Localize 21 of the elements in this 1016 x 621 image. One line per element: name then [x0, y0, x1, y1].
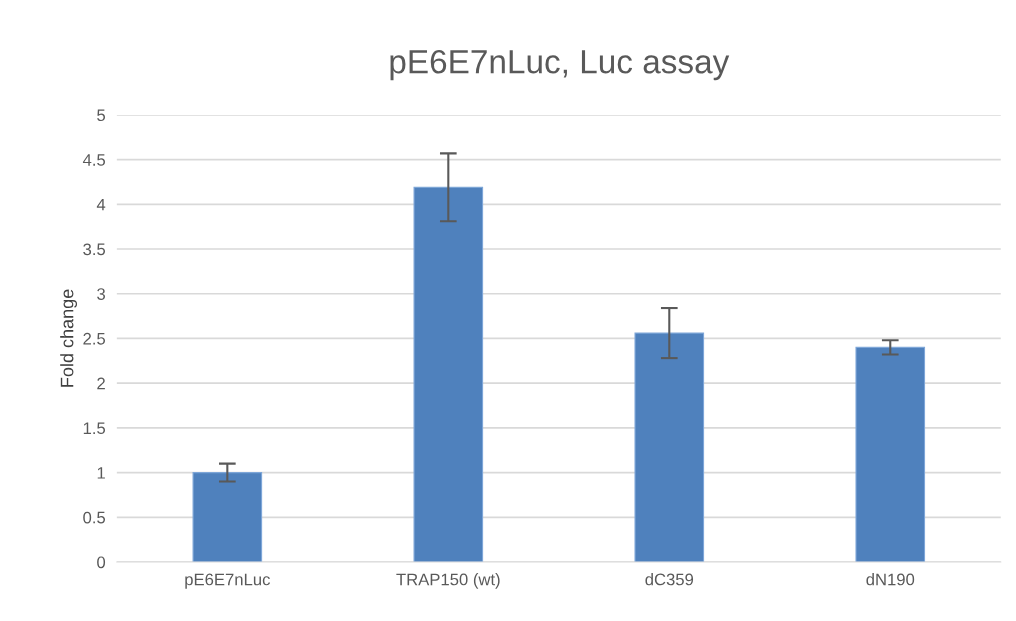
bar — [413, 186, 484, 562]
bar — [855, 346, 926, 562]
y-axis-title: Fold change — [60, 289, 78, 387]
y-tick-label: 0.5 — [83, 511, 106, 524]
y-tick-label: 1 — [97, 467, 105, 479]
y-tick-label: 0 — [97, 556, 106, 569]
bar — [192, 472, 263, 562]
y-tick-label: 4.5 — [82, 154, 106, 166]
y-tick-label: 2 — [97, 377, 105, 390]
y-tick-label: 2.5 — [83, 332, 106, 345]
x-tick-label: dN190 — [866, 573, 915, 586]
chart-title: pE6E7nLuc, Luc assay — [390, 49, 730, 81]
x-tick-label: TRAP150 (wt) — [396, 573, 500, 589]
x-tick-label: pE6E7nLuc — [185, 573, 270, 589]
y-tick-label: 3 — [97, 288, 105, 300]
y-tick-label: 1.5 — [83, 422, 106, 435]
y-tick-label: 4 — [96, 198, 106, 211]
y-tick-label: 3.5 — [83, 243, 106, 256]
x-tick-label: dC359 — [645, 573, 694, 586]
y-tick-label: 5 — [97, 109, 106, 122]
bar — [634, 332, 705, 562]
